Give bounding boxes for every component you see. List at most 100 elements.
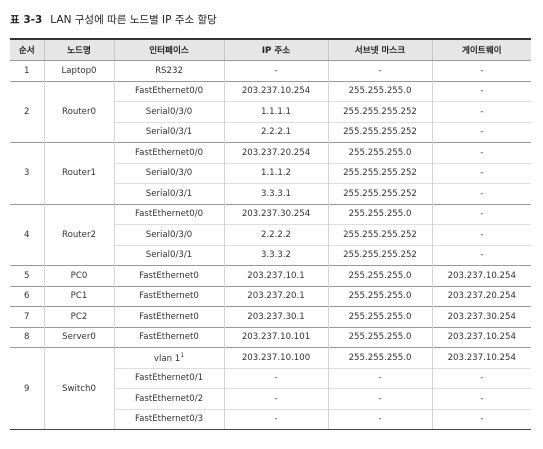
cell-ip-address: 2.2.2.1 [223, 121, 328, 143]
table-row: Serial0/3/1 2.2.2.1 255.255.255.252- [10, 121, 531, 143]
cell-gateway: 203.237.10.254 [431, 265, 531, 286]
cell-interface: FastEthernet0/2 [113, 388, 224, 409]
cell-ip-address: 3.3.3.1 [223, 183, 328, 204]
cell-subnet-mask: 255.255.255.252 [327, 121, 432, 143]
cell-subnet-mask: 255.255.255.252 [327, 101, 432, 122]
interface-name: Serial0/3/1 [145, 127, 193, 138]
cell-gateway: - [431, 101, 531, 122]
cell-ip-address: 203.237.10.1 [223, 265, 328, 286]
cell-order: 6 [10, 285, 44, 307]
cell-interface: Serial0/3/0 [113, 224, 224, 245]
cell-subnet-mask: 255.255.255.252 [327, 183, 432, 204]
header-gateway: 게이트웨이 [431, 38, 531, 61]
cell-ip-address: 1.1.1.1 [223, 101, 328, 122]
table-row: 3 Router1 FastEthernet0/0 203.237.20.254 255… [10, 142, 531, 204]
cell-gateway: - [431, 121, 531, 143]
interface-name: FastEthernet0 [139, 332, 199, 343]
cell-ip-address: 3.3.3.2 [223, 244, 328, 266]
cell-gateway: - [431, 224, 531, 245]
cell-gateway: - [431, 142, 531, 163]
cell-order: 9 [10, 347, 44, 430]
cell-interface: FastEthernet0/1 [113, 367, 224, 389]
table-row: 5 PC0 FastEthernet0 203.237.10.1 255.255.255… [10, 265, 531, 286]
cell-gateway: - [431, 183, 531, 204]
interface-name: FastEthernet0/0 [134, 147, 204, 158]
cell-order: 2 [10, 80, 44, 143]
cell-interface: Serial0/3/1 [113, 121, 224, 143]
cell-interface: Serial0/3/1 [113, 183, 224, 204]
cell-gateway: 203.237.10.254 [431, 326, 531, 348]
table-row: FastEthernet0/2- - - [10, 388, 531, 409]
cell-gateway: - [431, 367, 531, 389]
cell-ip-address: 203.237.10.254 [223, 80, 328, 102]
table-header-row: 순서 노드명 인터페이스 IP 주소 서브넷 마스크 게이트웨이 [10, 38, 531, 61]
interface-name: Serial0/3/1 [145, 188, 193, 199]
cell-ip-address: 203.237.20.254 [223, 142, 328, 163]
table-row: Serial0/3/1 3.3.3.1 255.255.255.252- [10, 183, 531, 204]
cell-subnet-mask: 255.255.255.0 [327, 326, 432, 348]
cell-interface: FastEthernet0 [113, 306, 224, 327]
table-row: 7 PC2 FastEthernet0 203.237.30.1 255.255.255… [10, 306, 531, 327]
cell-order: 3 [10, 142, 44, 204]
cell-gateway: - [431, 244, 531, 266]
cell-gateway: 203.237.10.254 [431, 347, 531, 368]
cell-order: 5 [10, 265, 44, 286]
interface-name: FastEthernet0 [139, 270, 199, 281]
cell-ip-address: 2.2.2.2 [223, 224, 328, 245]
header-interface: 인터페이스 [113, 38, 224, 61]
table-row: 4 Router2 FastEthernet0/0 203.237.30.254 255… [10, 203, 531, 266]
table-row: 8 Server0 FastEthernet0 203.237.10.101 255.2… [10, 326, 531, 348]
table-title: LAN 구성에 따른 노드별 IP 주소 할당 [50, 14, 217, 26]
cell-interface: FastEthernet0 [113, 285, 224, 307]
footnote-marker: 1 [180, 351, 185, 359]
cell-ip-address: 203.237.30.254 [223, 203, 328, 225]
cell-interface: Serial0/3/1 [113, 244, 224, 266]
cell-order: 1 [10, 60, 44, 81]
cell-order: 8 [10, 326, 44, 348]
header-order: 순서 [10, 38, 44, 61]
table-body: 1 Laptop0 RS232- - -2 Router0 FastEthernet0/0 2… [10, 60, 531, 430]
cell-interface: vlan 11 [113, 347, 224, 368]
table-row: Serial0/3/0 2.2.2.2 255.255.255.252- [10, 224, 531, 245]
interface-name: FastEthernet0/2 [134, 393, 204, 404]
cell-interface: FastEthernet0/0 [113, 80, 224, 102]
table-row: 6 PC1 FastEthernet0 203.237.20.1 255.255.255… [10, 285, 531, 307]
cell-ip-address: 203.237.30.1 [223, 306, 328, 327]
cell-subnet-mask: 255.255.255.252 [327, 162, 432, 184]
cell-interface: FastEthernet0/3 [113, 408, 224, 430]
cell-node-name: PC0 [43, 265, 114, 286]
cell-gateway: - [431, 60, 531, 81]
cell-subnet-mask: 255.255.255.0 [327, 142, 432, 163]
table-row: 2 Router0 FastEthernet0/0 203.237.10.254 255… [10, 80, 531, 143]
cell-interface: Serial0/3/0 [113, 101, 224, 122]
interface-name: FastEthernet0/0 [134, 209, 204, 220]
cell-ip-address: - [223, 367, 328, 389]
cell-node-name: Router2 [43, 203, 114, 266]
cell-interface: FastEthernet0/0 [113, 142, 224, 163]
cell-interface: RS232 [113, 60, 224, 81]
cell-gateway: - [431, 80, 531, 102]
interface-name: Serial0/3/1 [145, 250, 193, 261]
cell-node-name: Switch0 [43, 347, 114, 430]
cell-ip-address: 1.1.1.2 [223, 162, 328, 184]
cell-node-name: Router1 [43, 142, 114, 204]
table-row: Serial0/3/0 1.1.1.2 255.255.255.252- [10, 162, 531, 184]
header-subnet: 서브넷 마스크 [327, 38, 432, 61]
cell-subnet-mask: 255.255.255.252 [327, 244, 432, 266]
cell-ip-address: 203.237.10.101 [223, 326, 328, 348]
cell-subnet-mask: 255.255.255.252 [327, 224, 432, 245]
interface-name: FastEthernet0/1 [134, 373, 204, 384]
cell-ip-address: - [223, 388, 328, 409]
cell-ip-address: 203.237.20.1 [223, 285, 328, 307]
cell-node-name: PC1 [43, 285, 114, 307]
cell-subnet-mask: 255.255.255.0 [327, 306, 432, 327]
cell-subnet-mask: 255.255.255.0 [327, 80, 432, 102]
header-ip: IP 주소 [223, 38, 328, 61]
cell-subnet-mask: 255.255.255.0 [327, 203, 432, 225]
cell-gateway: 203.237.20.254 [431, 285, 531, 307]
cell-gateway: - [431, 408, 531, 430]
table-row: 9 Switch0 vlan 11 203.237.10.100 255.255.255… [10, 347, 531, 430]
cell-node-name: Router0 [43, 80, 114, 143]
cell-gateway: - [431, 203, 531, 225]
cell-node-name: PC2 [43, 306, 114, 327]
